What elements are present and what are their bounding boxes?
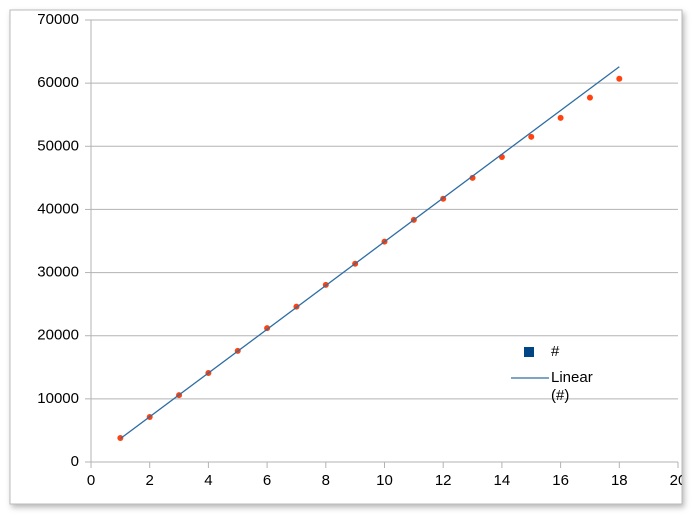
- x-tick-label: 10: [376, 472, 393, 489]
- x-tick-label: 14: [494, 472, 511, 489]
- y-tick-label: 40000: [37, 200, 79, 217]
- legend-marker: [524, 347, 534, 357]
- legend-label: #: [551, 343, 560, 360]
- y-tick-label: 70000: [37, 11, 79, 28]
- x-tick-label: 4: [204, 472, 212, 489]
- x-tick-label: 16: [552, 472, 569, 489]
- legend-item: #: [551, 343, 560, 360]
- y-tick-label: 50000: [37, 137, 79, 154]
- point: [557, 114, 564, 121]
- point: [586, 94, 593, 101]
- y-tick-label: 20000: [37, 327, 79, 344]
- point: [469, 174, 476, 181]
- x-tick-label: 18: [611, 472, 628, 489]
- x-tick-label: 8: [322, 472, 330, 489]
- legend-label: Linear (#): [551, 369, 593, 404]
- y-tick-label: 60000: [37, 74, 79, 91]
- x-tick-label: 0: [87, 472, 95, 489]
- x-tick-label: 2: [146, 472, 154, 489]
- y-tick-label: 10000: [37, 390, 79, 407]
- x-tick-label: 20: [670, 472, 687, 489]
- frame: [9, 9, 683, 505]
- point: [528, 133, 535, 140]
- y-tick-label: 30000: [37, 264, 79, 281]
- x-tick-label: 12: [435, 472, 452, 489]
- trend-line: [119, 66, 620, 440]
- point: [616, 75, 623, 82]
- legend-item: Linear (#): [551, 369, 593, 404]
- x-tick-label: 6: [263, 472, 271, 489]
- y-tick-label: 0: [71, 453, 79, 470]
